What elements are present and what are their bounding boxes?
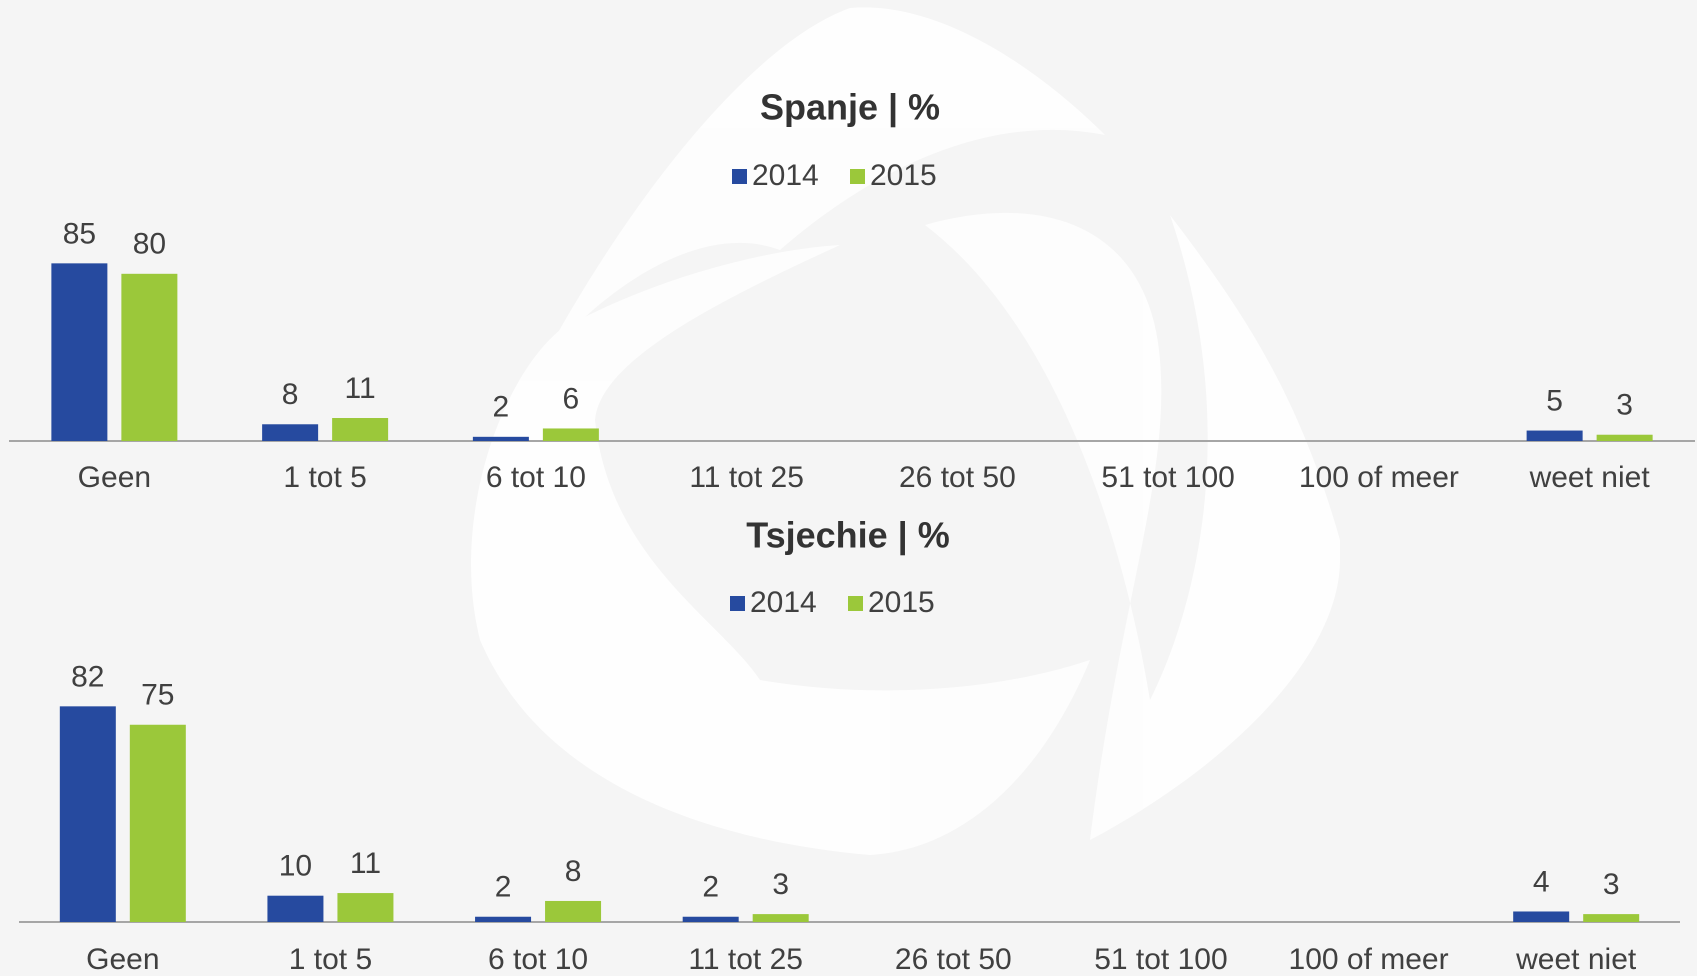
bar xyxy=(472,436,529,441)
x-tick-label: 100 of meer xyxy=(1299,461,1459,494)
legend-swatch xyxy=(730,596,745,611)
chart-title: Tsjechie | % xyxy=(746,515,949,557)
x-tick-label: 1 tot 5 xyxy=(289,943,372,976)
legend-label: 2014 xyxy=(752,159,819,192)
legend-label: 2015 xyxy=(868,586,935,619)
bar xyxy=(1583,914,1640,922)
bar xyxy=(51,263,108,441)
legend-swatch xyxy=(732,169,747,184)
bar xyxy=(542,428,599,441)
legend-label: 2014 xyxy=(750,586,817,619)
bar xyxy=(1513,911,1570,922)
data-label: 11 xyxy=(345,372,376,405)
bar xyxy=(267,895,324,922)
bar xyxy=(129,724,186,922)
x-tick-label: Geen xyxy=(78,461,151,494)
data-label: 2 xyxy=(493,391,510,424)
data-label: 3 xyxy=(772,868,789,901)
x-tick-label: 1 tot 5 xyxy=(283,461,366,494)
x-tick-label: 100 of meer xyxy=(1289,943,1449,976)
data-label: 8 xyxy=(565,855,582,888)
x-tick-label: 26 tot 50 xyxy=(899,461,1016,494)
x-tick-label: Geen xyxy=(86,943,159,976)
data-label: 6 xyxy=(563,382,580,415)
data-label: 80 xyxy=(133,228,166,261)
x-tick-label: 11 tot 25 xyxy=(688,943,803,976)
data-label: 5 xyxy=(1546,384,1563,417)
data-label: 2 xyxy=(702,871,719,904)
data-label: 3 xyxy=(1603,868,1620,901)
data-label: 4 xyxy=(1533,865,1550,898)
x-tick-label: 26 tot 50 xyxy=(895,943,1012,976)
bar xyxy=(262,424,319,441)
bar xyxy=(475,916,532,922)
data-label: 75 xyxy=(141,679,174,712)
data-label: 3 xyxy=(1616,389,1633,422)
background-logo xyxy=(471,7,1340,855)
bar xyxy=(1596,434,1653,441)
x-tick-label: 11 tot 25 xyxy=(689,461,804,494)
bar xyxy=(59,706,116,922)
x-tick-label: weet niet xyxy=(1515,943,1637,976)
bar xyxy=(545,900,602,922)
data-label: 11 xyxy=(350,847,381,880)
data-label: 2 xyxy=(495,871,512,904)
bar xyxy=(682,916,739,922)
x-tick-label: 6 tot 10 xyxy=(488,943,588,976)
x-tick-label: 51 tot 100 xyxy=(1094,943,1227,976)
data-label: 85 xyxy=(63,217,96,250)
data-label: 8 xyxy=(282,378,299,411)
x-tick-label: 51 tot 100 xyxy=(1101,461,1234,494)
data-label: 10 xyxy=(279,850,312,883)
legend-swatch xyxy=(850,169,865,184)
chart-title: Spanje | % xyxy=(760,87,940,129)
x-tick-label: weet niet xyxy=(1529,461,1651,494)
legend-swatch xyxy=(848,596,863,611)
bar xyxy=(1526,430,1583,441)
bar xyxy=(332,418,389,441)
legend-label: 2015 xyxy=(870,159,937,192)
data-label: 82 xyxy=(71,660,104,693)
bar xyxy=(337,893,394,922)
x-tick-label: 6 tot 10 xyxy=(486,461,586,494)
bar xyxy=(121,273,178,441)
bar xyxy=(752,914,809,922)
